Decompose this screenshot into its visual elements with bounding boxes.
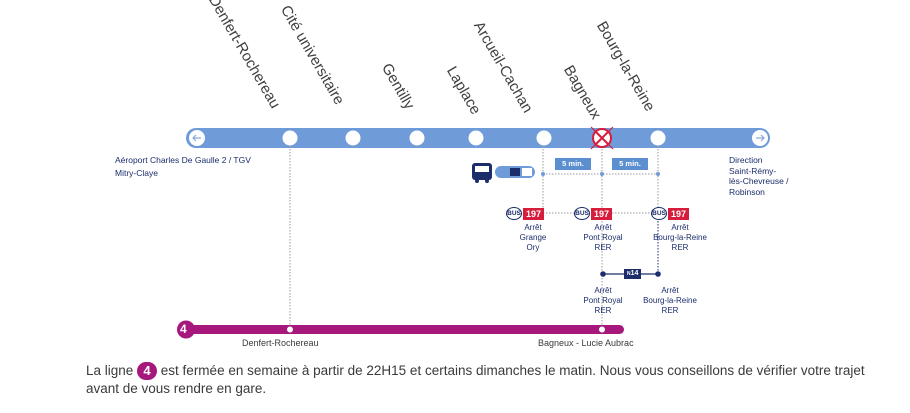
night-stop-dot-2 — [655, 271, 661, 277]
footer-after: est fermée en semaine à partir de 22H15 … — [86, 363, 865, 397]
bus-number: 197 — [668, 207, 690, 220]
station-dot-laplace — [468, 130, 484, 146]
line-4-badge: 4 — [137, 362, 158, 381]
metro-line-4-bar — [186, 325, 624, 334]
right-direction-line2: Saint-Rémy- — [729, 165, 777, 176]
station-dot-bourg — [650, 130, 666, 146]
left-direction: Aéroport Charles De Gaulle 2 / TGV Mitry… — [115, 155, 251, 178]
footer-notice: La ligne 4 est fermée en semaine à parti… — [86, 362, 886, 398]
station-dots — [282, 130, 666, 146]
bus-logo-icon: BUS — [574, 207, 590, 220]
night-stop-pont-royal: Arrêt Pont Royal RER — [568, 286, 638, 316]
stop-line2: Grange — [519, 233, 547, 242]
bus197-badge-2: BUS 197 — [574, 207, 613, 220]
metro-end-label: Bagneux - Lucie Aubrac — [538, 338, 634, 348]
stop-line1: Arrêt — [594, 286, 612, 295]
metro-start-label: Denfert-Rochereau — [242, 338, 319, 348]
night-stop-bourg: Arrêt Bourg-la-Reine RER — [635, 286, 705, 316]
left-direction-line2: Mitry-Claye — [115, 167, 158, 178]
right-direction: Direction Saint-Rémy- lès-Chevreuse / Ro… — [729, 155, 789, 197]
right-direction-line1: Direction — [729, 155, 763, 165]
night-bus-number: 14 — [630, 270, 639, 277]
stop-line3: RER — [661, 306, 679, 315]
station-dot-arcueil — [536, 130, 552, 146]
bus197-badge-3: BUS 197 — [651, 207, 690, 220]
walk-dot-1 — [541, 172, 545, 176]
station-dot-gentilly — [409, 130, 425, 146]
stop-line2: Pont Royal — [583, 233, 623, 242]
bus-logo-icon: BUS — [506, 207, 522, 220]
bus197-stop-grange: Arrêt Grange Ory — [498, 223, 568, 253]
station-dot-denfert — [282, 130, 298, 146]
metro-line-number: 4 — [180, 322, 187, 336]
metro-stop-bagneux — [599, 326, 605, 333]
bus-icon — [472, 163, 492, 183]
stop-line2: Bourg-la-Reine — [653, 233, 707, 242]
stop-line3: RER — [594, 306, 612, 315]
bus-logo-icon: BUS — [651, 207, 667, 220]
bus197-stop-pont-royal: Arrêt Pont Royal RER — [568, 223, 638, 253]
walk-dot-3 — [656, 172, 660, 176]
metro-line-4-badge-circle — [177, 320, 195, 339]
night-bus-prefix: N — [627, 271, 631, 277]
footer-before: La ligne — [86, 363, 138, 378]
left-direction-line1: Aéroport Charles De Gaulle 2 / TGV — [115, 155, 251, 165]
bus-number: 197 — [523, 207, 545, 220]
closed-station-icon — [590, 126, 614, 150]
stop-line1: Arrêt — [671, 223, 689, 232]
stop-line3: RER — [594, 243, 612, 252]
stop-line3: RER — [671, 243, 689, 252]
metro-stop-denfert — [287, 326, 293, 333]
night-bus-badge: N14 — [624, 269, 642, 279]
right-direction-line3: lès-Chevreuse / — [729, 176, 789, 186]
stop-line1: Arrêt — [524, 223, 542, 232]
bus197-badge-1: BUS 197 — [506, 207, 545, 220]
bus197-stop-bourg: Arrêt Bourg-la-Reine RER — [645, 223, 715, 253]
bus-number: 197 — [591, 207, 613, 220]
right-direction-line4: Robinson — [729, 186, 765, 197]
stop-line3: Ory — [526, 243, 540, 252]
stop-line1: Arrêt — [661, 286, 679, 295]
walk-time-1: 5 min. — [555, 158, 591, 170]
bus-line-badges — [495, 166, 535, 178]
stop-line2: Pont Royal — [583, 296, 623, 305]
stop-line1: Arrêt — [594, 223, 612, 232]
station-dot-cite — [345, 130, 361, 146]
walk-dot-2 — [600, 172, 604, 176]
stop-line2: Bourg-la-Reine — [643, 296, 697, 305]
walk-time-2: 5 min. — [612, 158, 648, 170]
night-stop-dot-1 — [600, 271, 606, 277]
